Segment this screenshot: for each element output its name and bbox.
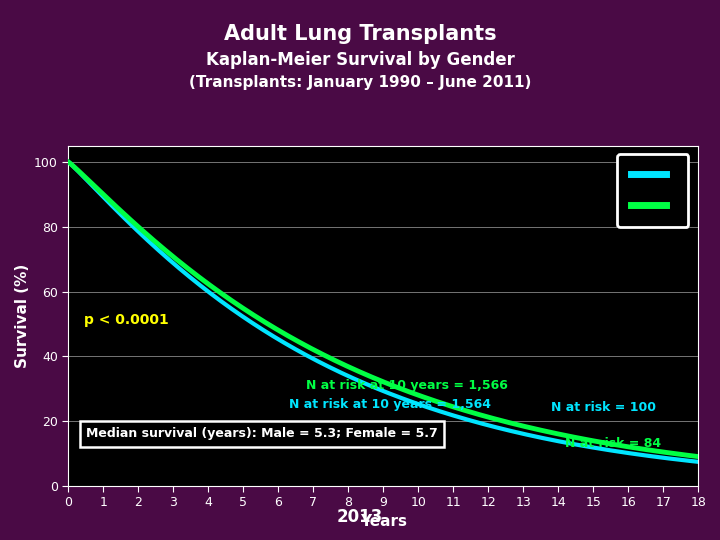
Text: (Transplants: January 1990 – June 2011): (Transplants: January 1990 – June 2011) <box>189 75 531 90</box>
Text: p < 0.0001: p < 0.0001 <box>84 313 169 327</box>
Legend:  ,  : , <box>617 154 688 227</box>
Text: Kaplan-Meier Survival by Gender: Kaplan-Meier Survival by Gender <box>206 51 514 69</box>
Text: 2013: 2013 <box>337 509 383 526</box>
Text: N at risk = 84: N at risk = 84 <box>565 437 662 450</box>
Text: N at risk at 10 years = 1,564: N at risk at 10 years = 1,564 <box>289 398 491 411</box>
X-axis label: Years: Years <box>360 514 407 529</box>
Text: N at risk = 100: N at risk = 100 <box>552 401 657 415</box>
Text: N at risk at 10 years = 1,566: N at risk at 10 years = 1,566 <box>307 379 508 392</box>
Text: Adult Lung Transplants: Adult Lung Transplants <box>224 24 496 44</box>
Y-axis label: Survival (%): Survival (%) <box>15 264 30 368</box>
Text: Median survival (years): Male = 5.3; Female = 5.7: Median survival (years): Male = 5.3; Fem… <box>86 427 438 441</box>
